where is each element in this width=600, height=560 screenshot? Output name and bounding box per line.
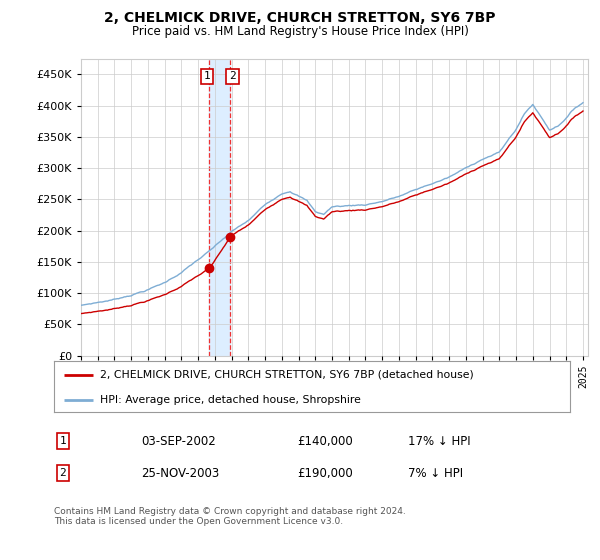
Text: £140,000: £140,000	[297, 435, 353, 448]
Text: 1: 1	[203, 71, 210, 81]
Text: 7% ↓ HPI: 7% ↓ HPI	[408, 466, 463, 480]
Text: 1: 1	[59, 436, 67, 446]
Text: 2, CHELMICK DRIVE, CHURCH STRETTON, SY6 7BP (detached house): 2, CHELMICK DRIVE, CHURCH STRETTON, SY6 …	[100, 370, 474, 380]
Text: 17% ↓ HPI: 17% ↓ HPI	[408, 435, 470, 448]
Bar	[209, 59, 230, 356]
Text: Price paid vs. HM Land Registry's House Price Index (HPI): Price paid vs. HM Land Registry's House …	[131, 25, 469, 38]
Text: Contains HM Land Registry data © Crown copyright and database right 2024.
This d: Contains HM Land Registry data © Crown c…	[54, 507, 406, 526]
Text: HPI: Average price, detached house, Shropshire: HPI: Average price, detached house, Shro…	[100, 395, 361, 405]
Text: 2: 2	[59, 468, 67, 478]
Text: 2: 2	[229, 71, 236, 81]
Text: £190,000: £190,000	[297, 466, 353, 480]
Text: 03-SEP-2002: 03-SEP-2002	[141, 435, 216, 448]
Text: 25-NOV-2003: 25-NOV-2003	[141, 466, 219, 480]
Text: 2, CHELMICK DRIVE, CHURCH STRETTON, SY6 7BP: 2, CHELMICK DRIVE, CHURCH STRETTON, SY6 …	[104, 11, 496, 25]
